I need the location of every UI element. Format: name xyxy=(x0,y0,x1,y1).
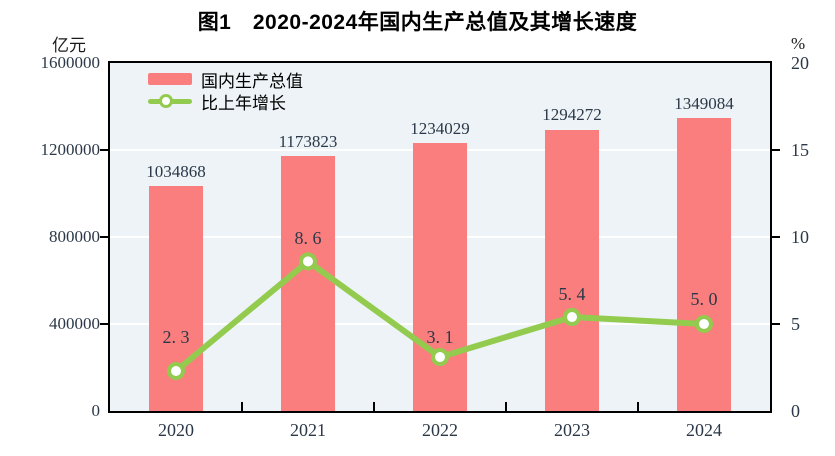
growth-label-2021: 8. 6 xyxy=(294,228,322,249)
x-tick-label-2024: 2024 xyxy=(686,420,722,440)
legend: 国内生产总值 比上年增长 xyxy=(148,68,303,113)
line-point-2024 xyxy=(695,315,713,333)
growth-label-2020: 2. 3 xyxy=(162,326,190,347)
x-boundary-tick xyxy=(637,402,639,411)
line-point-2020 xyxy=(167,361,185,380)
bar-2022 xyxy=(413,142,467,411)
x-boundary-tick xyxy=(373,402,375,411)
growth-line-series xyxy=(167,252,713,380)
legend-item-growth: 比上年增长 xyxy=(148,90,303,113)
bar-value-label-2023: 1294272 xyxy=(542,105,602,125)
right-tick-mark xyxy=(770,149,780,151)
left-axis-unit-label: 亿元 xyxy=(52,36,86,55)
legend-item-gdp: 国内生产总值 xyxy=(148,68,303,91)
x-boundary-tick xyxy=(505,402,507,411)
right-tick-label-5: 5 xyxy=(791,314,800,334)
line-point-2022 xyxy=(431,348,449,367)
bar-value-label-2022: 1234029 xyxy=(410,118,470,138)
line-point-2023 xyxy=(563,308,581,327)
growth-label-2024: 5. 0 xyxy=(690,289,718,309)
bar-2023 xyxy=(545,129,599,411)
line-point-2021 xyxy=(299,252,317,271)
legend-bar-swatch-icon xyxy=(148,73,192,85)
bar-2024 xyxy=(677,117,731,411)
legend-bar-label: 国内生产总值 xyxy=(201,71,303,91)
right-tick-label-0: 0 xyxy=(791,401,800,421)
right-tick-label-10: 10 xyxy=(791,227,809,247)
left-tick-label-1600000: 1600000 xyxy=(40,53,101,72)
x-tick-label-2021: 2021 xyxy=(290,420,326,440)
left-tick-label-800000: 800000 xyxy=(49,227,100,246)
left-tick-mark xyxy=(100,149,110,151)
left-tick-label-400000: 400000 xyxy=(49,314,100,333)
plot-area xyxy=(110,63,770,411)
chart-title: 图1 2020-2024年国内生产总值及其增长速度 xyxy=(197,11,638,34)
x-tick-label-2020: 2020 xyxy=(158,420,194,440)
bar-value-label-2020: 1034868 xyxy=(146,161,206,181)
x-tick-label-2023: 2023 xyxy=(554,420,590,440)
bar-value-label-2024: 1349084 xyxy=(674,93,734,113)
growth-label-2023: 5. 4 xyxy=(558,284,586,305)
left-tick-mark xyxy=(100,323,110,325)
x-tick-label-2022: 2022 xyxy=(422,420,458,440)
left-tick-mark xyxy=(100,236,110,238)
legend-line-label: 比上年增长 xyxy=(201,93,286,113)
x-boundary-tick xyxy=(241,402,243,411)
right-axis-unit-label: % xyxy=(791,34,806,53)
right-tick-label-20: 20 xyxy=(791,53,809,73)
right-tick-mark xyxy=(770,236,780,238)
growth-label-2022: 3. 1 xyxy=(426,327,454,348)
left-tick-label-1200000: 1200000 xyxy=(40,140,101,159)
legend-line-swatch-icon xyxy=(148,94,192,108)
bar-value-label-2021: 1173823 xyxy=(278,131,338,151)
bar-2021 xyxy=(281,155,335,411)
right-tick-mark xyxy=(770,323,780,325)
right-tick-label-15: 15 xyxy=(791,140,809,160)
left-tick-label-0: 0 xyxy=(91,401,101,420)
